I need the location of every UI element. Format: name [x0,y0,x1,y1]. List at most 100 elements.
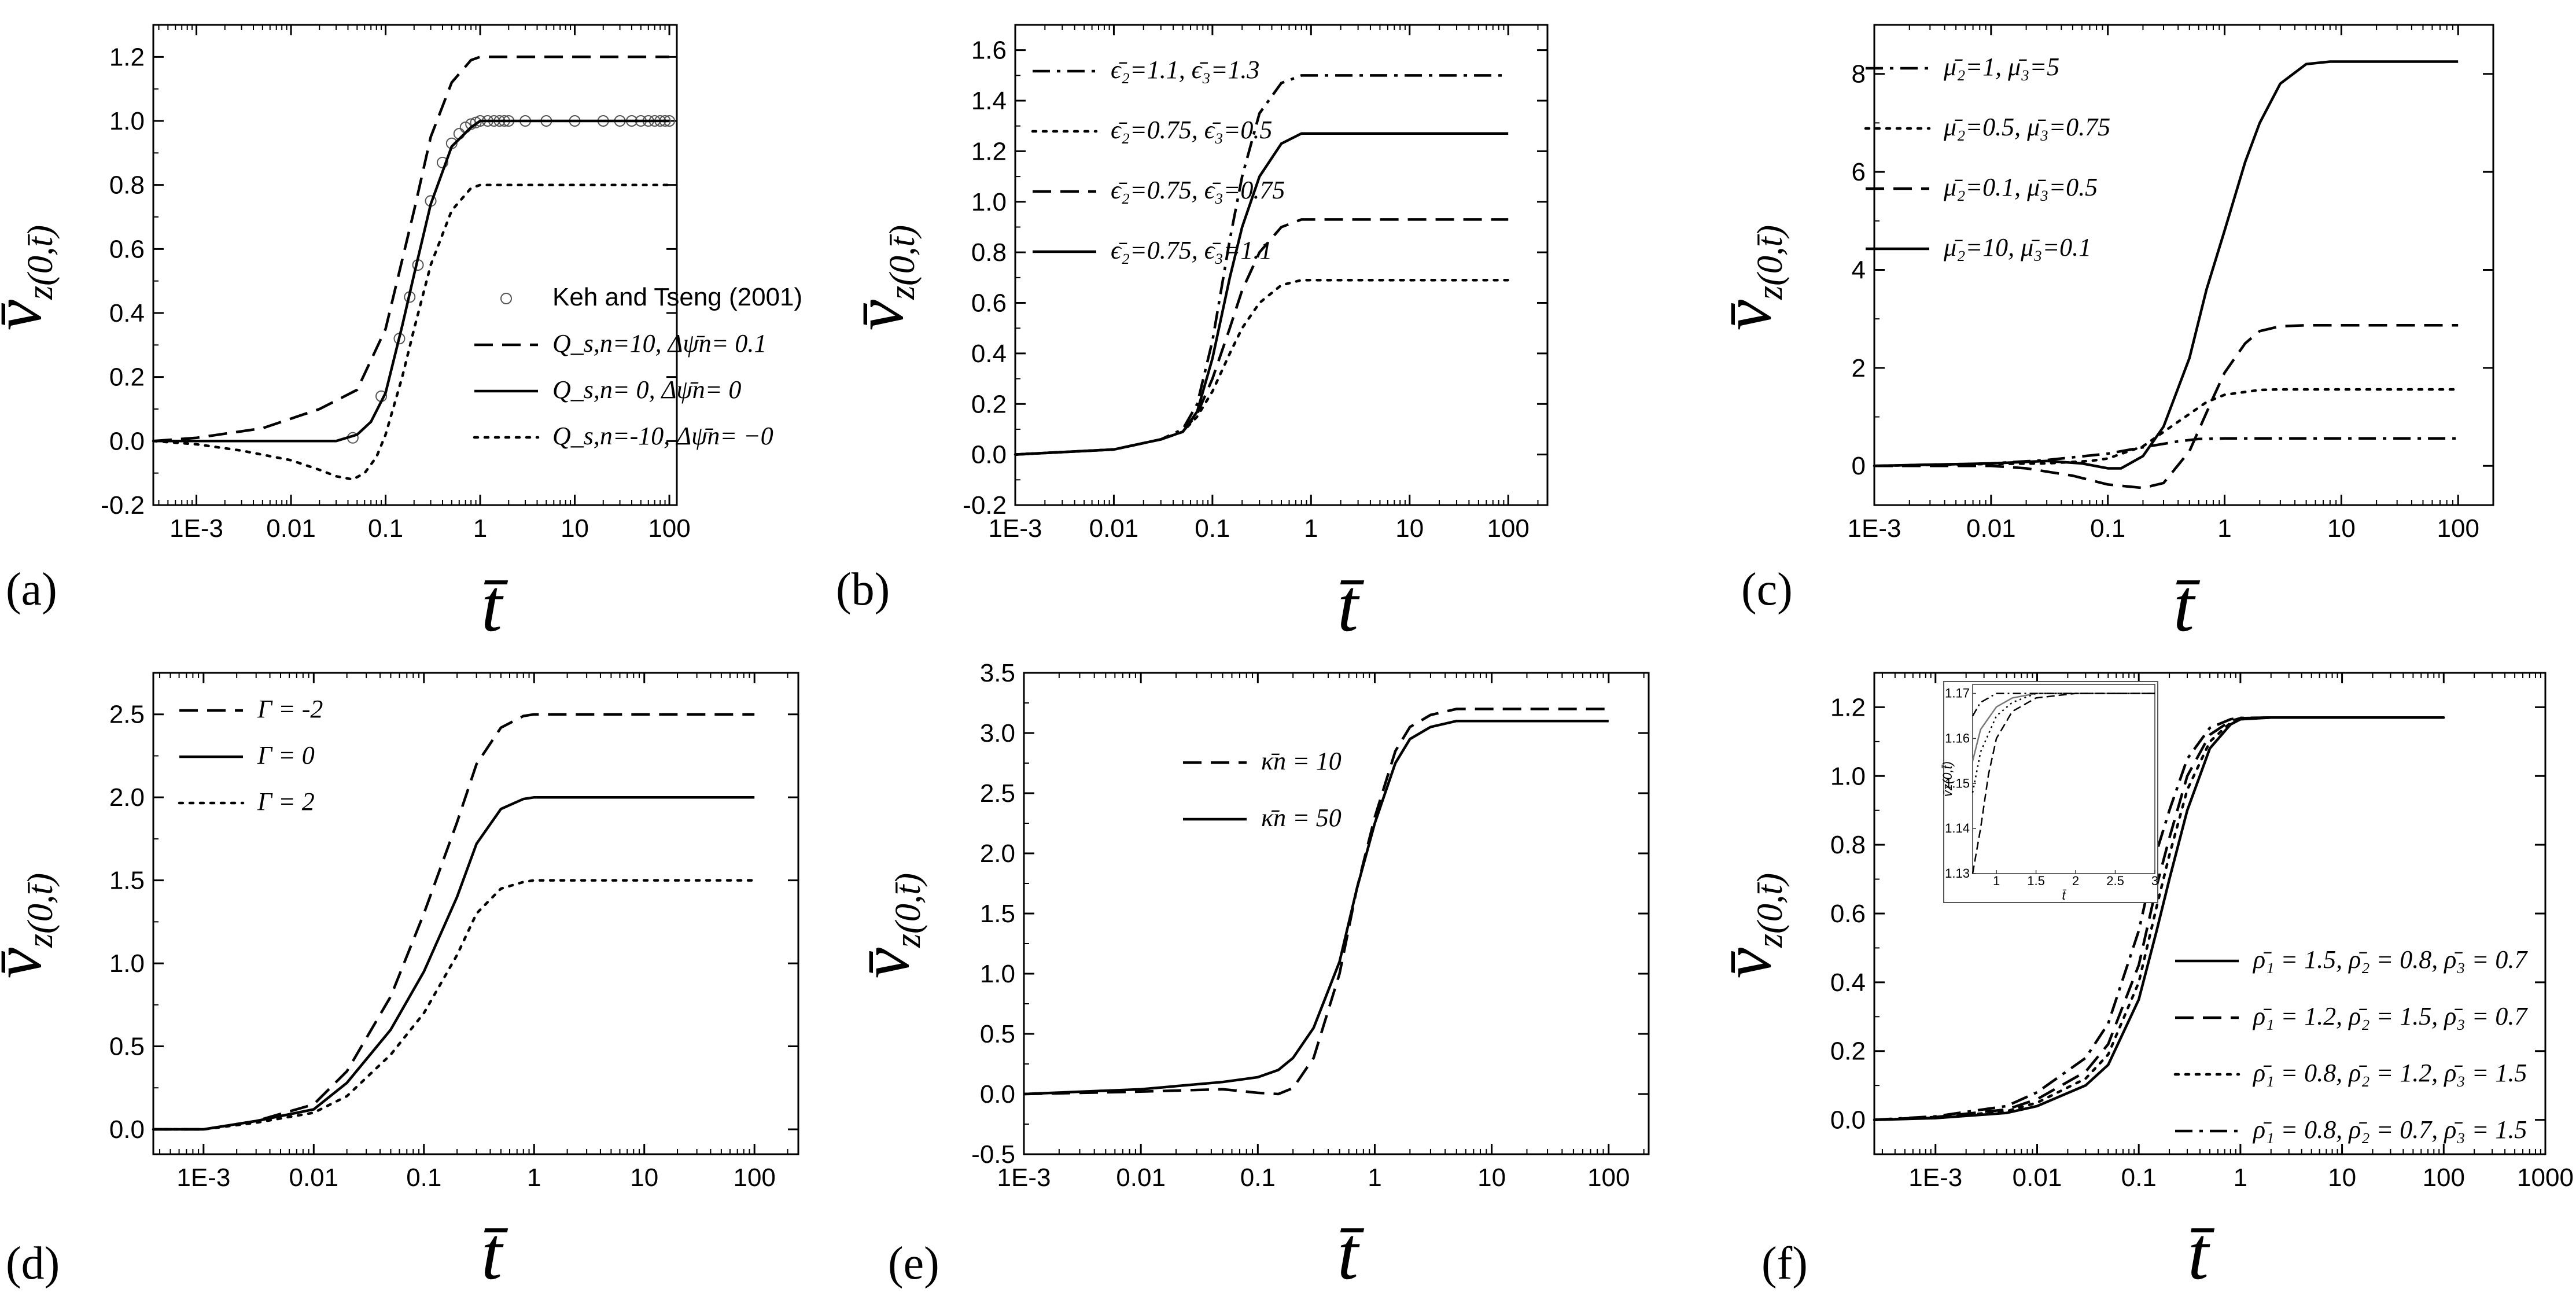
panel-label: (f) [1761,1238,1808,1289]
series-line-a-3 [152,183,671,481]
legend-label: μ̄₂=0.1, μ̄₃=0.5 [1943,173,2098,201]
series-line-e-1 [1023,719,1609,1096]
y-tick-label: 1.4 [971,87,1007,115]
y-tick-label: 0.2 [109,363,145,392]
y-axis-label: v̄z(0,t̄) [1708,225,1790,330]
x-tick-label: 1E-3 [1908,1163,1962,1192]
legend-label: Q_s,n= 0, Δψ̄n= 0 [552,375,741,404]
x-tick-label: 100 [1487,514,1529,543]
legend-label: ρ̄₁ = 1.5, ρ̄₂ = 0.8, ρ̄₃ = 0.7 [2252,945,2528,974]
y-tick-label: 0 [1852,452,1866,480]
y-tick-label: 0.0 [109,1115,145,1144]
y-tick-label: 2.5 [980,779,1015,808]
y-tick-label: 1.2 [109,43,145,71]
inset-series-1 [1971,693,2155,874]
x-axis-label: t̄ [481,1212,508,1295]
inset-y-label: v̄z(0,t̄) [1940,761,1955,797]
y-tick-label: 0.5 [109,1033,145,1061]
panel-f: 1E-3 0.01 0.1 1 10 100 1000 0.0 0.2 0.4 0.6 0.8 1.0 1… [1708,672,2574,1295]
y-tick-label: 1.2 [971,137,1007,165]
inset-x-tick-label: 3 [2151,874,2158,888]
series-line-d-1 [153,796,755,1131]
legend-label: Γ = 0 [257,741,315,769]
inset-y-tick-label: 1.15 [1945,776,1970,790]
legend-f: ρ̄₁ = 1.5, ρ̄₂ = 0.8, ρ̄₃ = 0.7 ρ̄₁ = 1.2… [2173,945,2528,1144]
y-tick-label: 0.0 [980,1080,1015,1109]
series-line-f-2 [1873,716,2445,1121]
y-tick-label: 0.4 [971,340,1007,368]
inset-y-tick-label: 1.14 [1945,821,1970,835]
panel-c: 1E-3 0.01 0.1 1 10 100 0 2 4 6 8 μ̄₂=1, μ̄₃=5 μ̄₂=0.… [1708,24,2494,647]
legend-label: ρ̄₁ = 0.8, ρ̄₂ = 0.7, ρ̄₃ = 1.5 [2252,1115,2527,1144]
inset-x-tick-label: 1 [1993,874,2000,888]
inset-y-tick-label: 1.16 [1945,731,1970,745]
legend-d: Γ = -2 Γ = 0 Γ = 2 [178,695,323,816]
y-tick-label: 3.5 [980,659,1015,687]
y-tick-label: 2.0 [980,839,1015,868]
x-axis-label: t̄ [481,564,508,647]
x-tick-label: 100 [1587,1163,1630,1192]
y-tick-label: 1.6 [971,36,1007,65]
x-axis-label: t̄ [2188,1212,2215,1295]
plot-frame [1014,24,1549,506]
x-tick-label: 0.1 [1240,1163,1276,1192]
y-tick-label: 0.2 [1830,1037,1866,1066]
x-tick-label: 1 [473,514,487,543]
legend-label: Γ = 2 [257,787,315,816]
y-axis-label: v̄z(0,t̄) [1708,873,1790,978]
panel-label: (b) [836,564,890,615]
x-tick-label: 100 [2423,1163,2465,1192]
inset-y-tick-label: 1.17 [1945,686,1970,701]
inset-series-3 [1971,693,2155,717]
y-tick-label: 1.2 [1830,693,1866,721]
plot-frame [1873,24,2494,506]
y-tick-label: 0.8 [971,238,1007,267]
inset-plot: 1 1.5 2 2.5 3 1.13 1.14 1.15 1.16 1.17 t̄ v̄z(0,t̄) [1940,681,2158,903]
x-tick-label: 100 [648,514,690,543]
panel-label: (d) [6,1238,60,1289]
x-tick-label: 0.01 [289,1163,338,1192]
legend-label: ρ̄₁ = 0.8, ρ̄₂ = 1.2, ρ̄₃ = 1.5 [2252,1059,2527,1087]
y-tick-label: -0.2 [963,491,1007,520]
y-tick-label: 1.5 [980,900,1015,928]
panel-label: (e) [888,1238,939,1289]
y-tick-label: 0.6 [971,289,1007,318]
legend-c: μ̄₂=1, μ̄₃=5 μ̄₂=0.5, μ̄₃=0.75 μ̄₂=0.1, μ̄… [1864,53,2110,262]
legend-label: κ̄n = 10 [1261,747,1342,775]
series-line-d-0 [153,713,755,1131]
plot-frame [152,24,678,506]
panel-label: (c) [1741,564,1793,615]
y-tick-label: 0.0 [109,427,145,455]
panel-b: 1E-3 0.01 0.1 1 10 100 -0.2 0.0 0.2 0.4 0.6 0.8 1.0 1… [836,24,1549,647]
x-tick-label: 10 [2327,514,2356,543]
x-tick-label: 10 [630,1163,658,1192]
x-tick-label: 0.01 [1089,514,1139,543]
x-tick-label: 0.01 [266,514,316,543]
legend-label: ϵ̄₂=1.1, ϵ̄₃=1.3 [1111,56,1259,84]
inset-x-tick-label: 2 [2072,874,2079,888]
legend-label: ϵ̄₂=0.75, ϵ̄₃=0.75 [1111,176,1285,204]
y-tick-label: 0.0 [971,441,1007,469]
y-tick-label: 0.2 [971,390,1007,418]
legend-label: Q_s,n=-10, Δψ̄n= −0 [552,422,773,450]
y-tick-label: 3.0 [980,719,1015,747]
y-axis-label: v̄z(0,t̄) [0,873,60,978]
x-tick-label: 100 [2437,514,2479,543]
y-tick-label: 0.6 [1830,900,1866,928]
panel-a: 1E-3 0.01 0.1 1 10 100 -0.2 0.0 0.2 0.4 0.6 0.8 1.0 1… [0,24,802,647]
x-tick-label: 1 [527,1163,541,1192]
inset-x-tick-label: 1.5 [2027,874,2045,888]
y-tick-label: 2 [1852,354,1866,382]
plot-frame [152,672,799,1155]
series-line-b-1 [1014,278,1510,456]
x-axis-label: t̄ [1337,1212,1365,1295]
x-tick-label: 1E-3 [169,514,223,543]
series-line-c-3 [1874,60,2459,470]
data-point [436,156,448,168]
x-tick-label: 1 [1304,514,1318,543]
y-tick-label: 1.0 [1830,762,1866,790]
legend-label: ϵ̄₂=0.75, ϵ̄₃=0.5 [1111,116,1272,144]
x-tick-label: 1E-3 [1848,514,1901,543]
y-axis-label: v̄z(0,t̄) [0,225,60,330]
